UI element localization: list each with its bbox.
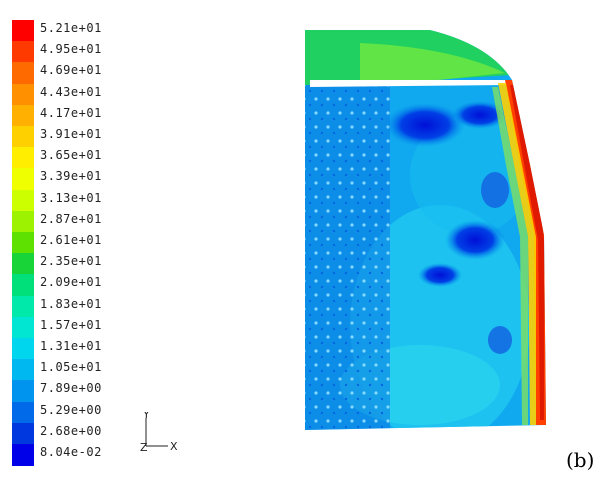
legend-entry: 4.17e+01 (12, 104, 212, 127)
legend-label: 2.87e+01 (40, 211, 102, 226)
legend-swatch (12, 189, 34, 212)
legend-swatch (12, 41, 34, 64)
legend-entry: 1.57e+01 (12, 316, 212, 339)
legend-label: 2.61e+01 (40, 233, 102, 247)
legend-label: 2.35e+01 (40, 254, 102, 269)
legend-label: 2.09e+01 (40, 275, 102, 290)
legend-entry: 2.09e+01 (12, 274, 212, 297)
legend-swatch (12, 168, 34, 191)
flow-domain (305, 30, 546, 430)
legend-entry: 4.95e+01 (12, 41, 212, 64)
legend-label: 1.31e+01 (40, 339, 102, 353)
legend-entry: 5.21e+01 (12, 20, 212, 42)
panel-label: (b) (566, 448, 595, 472)
legend-entry: 1.83e+01 (12, 295, 212, 318)
legend-entry: 4.43e+01 (12, 83, 212, 106)
y-axis-label: Y (142, 412, 150, 421)
legend-entry: 3.39e+01 (12, 168, 212, 191)
legend-swatch (12, 380, 34, 403)
legend-swatch (12, 359, 34, 382)
legend-swatch (12, 20, 34, 42)
legend-label: 5.21e+01 (40, 21, 102, 35)
legend-swatch (12, 338, 34, 360)
legend-entry: 7.89e+00 (12, 380, 212, 403)
legend-swatch (12, 62, 34, 85)
legend-label: 3.39e+01 (40, 169, 102, 184)
legend-entry: 8.04e-02 (12, 444, 212, 466)
legend-entry: 2.61e+01 (12, 232, 212, 254)
legend-label: 4.95e+01 (40, 42, 102, 57)
legend-swatch (12, 444, 34, 466)
legend-swatch (12, 104, 34, 127)
legend-swatch (12, 126, 34, 148)
legend-entry: 3.65e+01 (12, 147, 212, 170)
legend-swatch (12, 422, 34, 445)
legend-entry: 5.29e+00 (12, 401, 212, 424)
legend-label: 5.29e+00 (40, 402, 102, 417)
legend-label: 3.13e+01 (40, 190, 102, 205)
legend-label: 1.83e+01 (40, 296, 102, 311)
legend-entry: 1.31e+01 (12, 338, 212, 360)
z-axis-label: Z (140, 441, 148, 454)
legend-swatch (12, 210, 34, 233)
legend-label: 1.05e+01 (40, 360, 102, 375)
legend-label: 3.65e+01 (40, 148, 102, 163)
legend-label: 2.68e+00 (40, 423, 102, 438)
legend-label: 3.91e+01 (40, 127, 102, 141)
axis-triad-icon: Y Z X (140, 412, 178, 454)
legend-swatch (12, 232, 34, 254)
legend-label: 4.43e+01 (40, 84, 102, 99)
legend-label: 7.89e+00 (40, 381, 102, 396)
legend-label: 8.04e-02 (40, 445, 102, 459)
legend-entry: 3.91e+01 (12, 126, 212, 148)
legend-swatch (12, 147, 34, 170)
legend-entry: 2.87e+01 (12, 210, 212, 233)
legend-label: 4.17e+01 (40, 105, 102, 120)
legend-swatch (12, 316, 34, 339)
legend-swatch (12, 274, 34, 297)
legend-swatch (12, 83, 34, 106)
legend-label: 1.57e+01 (40, 317, 102, 332)
legend-swatch (12, 401, 34, 424)
legend-entry: 1.05e+01 (12, 359, 212, 382)
velocity-contour-plot (305, 30, 546, 430)
legend-entry: 4.69e+01 (12, 62, 212, 85)
legend-entry: 2.35e+01 (12, 253, 212, 276)
legend-entry: 2.68e+00 (12, 422, 212, 445)
legend-label: 4.69e+01 (40, 63, 102, 78)
legend-swatch (12, 253, 34, 276)
legend-entry: 3.13e+01 (12, 189, 212, 212)
legend-swatch (12, 295, 34, 318)
x-axis-label: X (170, 440, 178, 453)
